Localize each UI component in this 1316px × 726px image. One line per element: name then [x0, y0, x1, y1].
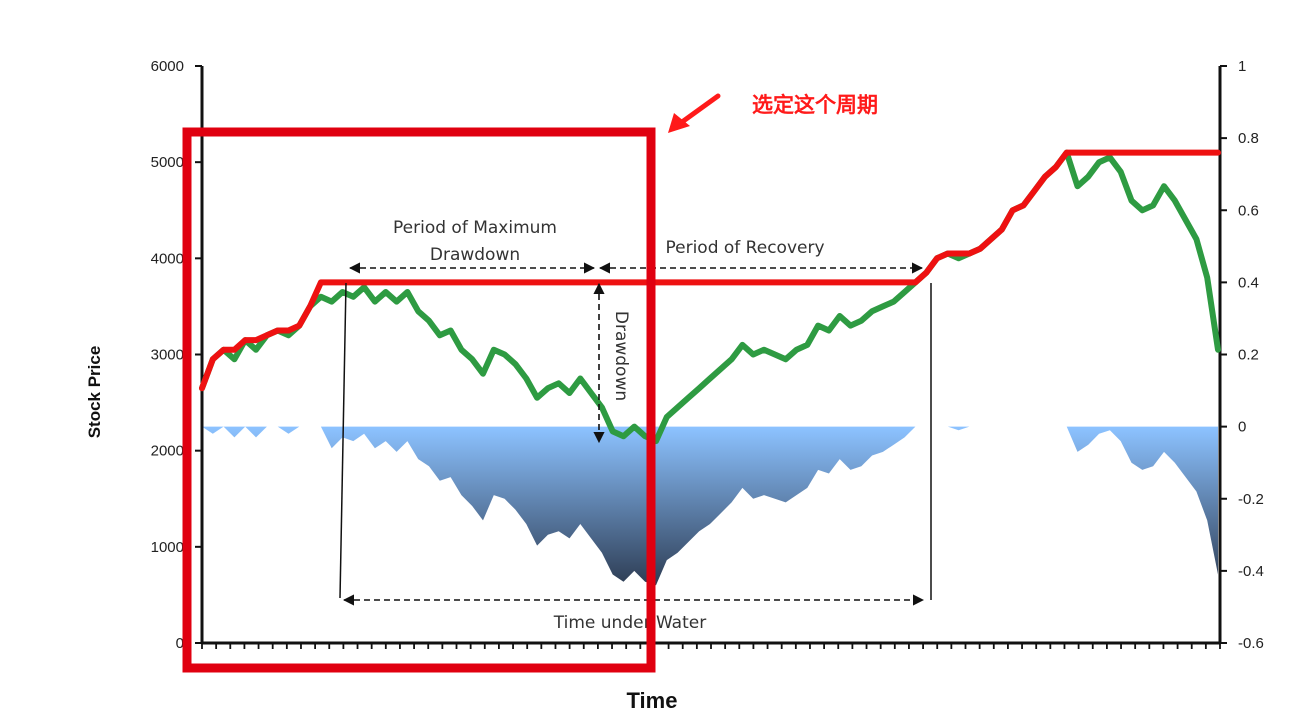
y2-tick-label-5: 0.4: [1238, 274, 1259, 291]
x-axis-ticks: [201, 643, 1221, 649]
period-recovery-label: Period of Recovery: [665, 238, 824, 258]
y-tick-label-2: 2000: [151, 443, 184, 460]
y-tick-label-1: 1000: [151, 539, 184, 556]
y2-tick-label-0: -0.6: [1238, 635, 1264, 652]
x-axis-title: Time: [627, 688, 678, 713]
y2-tick-label-4: 0.2: [1238, 347, 1259, 364]
note-arrow-icon: [668, 93, 721, 133]
y2-tick-label-8: 1: [1238, 58, 1246, 75]
y2-tick-label-3: 0: [1238, 419, 1246, 436]
right-axis-ticks: -0.6 -0.4 -0.2 0 0.2 0.4 0.6 0.8 1: [1220, 58, 1264, 652]
highlight-rectangle: [182, 127, 656, 673]
y2-tick-label-2: -0.2: [1238, 491, 1264, 508]
y-tick-label-4: 4000: [151, 250, 184, 267]
y2-tick-label-1: -0.4: [1238, 563, 1264, 580]
peak-line: [199, 149, 1221, 392]
period-max-drawdown-label-1: Period of Maximum: [393, 218, 557, 238]
y-tick-label-3: 3000: [151, 347, 184, 364]
y-tick-label-0: 0: [176, 635, 184, 652]
drawdown-label: Drawdown: [611, 311, 631, 401]
price-line: [199, 149, 1221, 445]
peak-vertical-line: [339, 282, 347, 599]
overlay-note: 选定这个周期: [752, 93, 878, 117]
y-tick-label-6: 6000: [151, 58, 184, 75]
y-axis-title: Stock Price: [85, 346, 104, 439]
left-axis-ticks: 0 1000 2000 3000 4000 5000 6000: [151, 58, 202, 652]
y2-tick-label-6: 0.6: [1238, 202, 1259, 219]
period-max-drawdown-label-2: Drawdown: [430, 245, 520, 265]
drawdown-area: [202, 426, 1218, 586]
time-under-water-label: Time under Water: [553, 613, 706, 633]
y-tick-label-5: 5000: [151, 154, 184, 171]
y2-tick-label-7: 0.8: [1238, 130, 1259, 147]
